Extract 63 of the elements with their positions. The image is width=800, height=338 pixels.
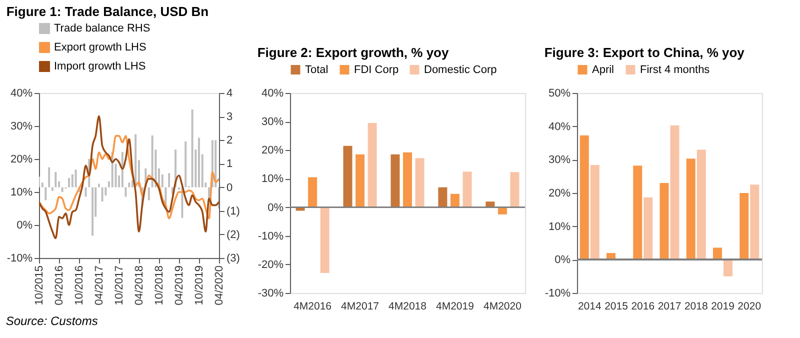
y-tick-label: 40% — [548, 120, 571, 133]
x-tick-label: 2017 — [658, 300, 682, 312]
legend-label: Trade balance RHS — [54, 22, 150, 34]
y-tick-label: 30% — [261, 116, 284, 128]
y-tick-label: -10% — [258, 230, 284, 242]
y-tick-label: 0% — [554, 254, 571, 266]
legend-label: Total — [305, 64, 328, 76]
legend-label: First 4 months — [640, 64, 710, 76]
y-tick-label: 10% — [261, 173, 284, 186]
y-tick-label: 50% — [548, 88, 571, 100]
y-tick-label: 20% — [261, 144, 284, 157]
y-tick-label: 30% — [10, 120, 33, 132]
x-tick-label: 10/2019 — [193, 266, 206, 306]
x-tick-label: 04/2020 — [214, 266, 226, 306]
y2-tick-label: (3) — [226, 252, 240, 264]
x-tick-label: 10/2015 — [34, 266, 46, 306]
x-tick-label: 4M2019 — [436, 300, 474, 312]
x-tick-label: 4M2017 — [341, 300, 380, 312]
chart-title: Figure 2: Export growth, % yoy — [257, 45, 450, 60]
y2-tick-label: 3 — [226, 111, 233, 124]
x-tick-label: 04/2019 — [173, 266, 186, 306]
y-tick-label: 20% — [548, 188, 571, 200]
y-tick-label: 0% — [268, 202, 284, 214]
x-tick-label: 2016 — [631, 300, 655, 312]
x-tick-label: 10/2018 — [154, 266, 166, 306]
x-tick-label: 2015 — [604, 300, 628, 312]
y-tick-label: 40% — [261, 88, 284, 100]
legend-label: Export growth LHS — [54, 42, 146, 54]
x-tick-label: 2014 — [578, 300, 602, 312]
y-tick-label: 20% — [10, 154, 33, 166]
x-tick-label: 2018 — [684, 300, 708, 312]
y-tick-label: -10% — [544, 288, 571, 300]
y2-tick-label: 4 — [226, 88, 233, 100]
x-tick-label: 04/2016 — [54, 266, 66, 306]
y-tick-label: -10% — [6, 252, 33, 264]
y2-tick-label: (2) — [226, 228, 240, 241]
legend-label: Import growth LHS — [54, 60, 146, 72]
y2-tick-label: (1) — [226, 205, 240, 218]
y2-tick-label: 0 — [226, 182, 233, 194]
x-tick-label: 4M2018 — [388, 300, 427, 312]
x-tick-label: 10/2016 — [74, 266, 86, 306]
y-tick-label: 10% — [548, 220, 571, 233]
y2-tick-label: 1 — [226, 158, 233, 170]
legend-label: April — [592, 64, 614, 76]
legend-label: FDI Corp — [354, 64, 399, 76]
chart-title: Figure 1: Trade Balance, USD Bn — [6, 4, 209, 19]
source-note: Source: Customs — [6, 314, 98, 328]
y2-tick-label: 2 — [226, 134, 233, 147]
y-tick-label: -30% — [258, 288, 284, 300]
y-tick-label: -20% — [258, 258, 284, 271]
y-tick-label: 30% — [548, 154, 571, 166]
x-tick-label: 04/2017 — [94, 266, 106, 306]
x-tick-label: 2020 — [738, 300, 762, 312]
x-tick-label: 10/2017 — [114, 266, 126, 306]
x-tick-label: 04/2018 — [133, 266, 146, 306]
x-tick-label: 4M2020 — [483, 300, 522, 312]
y-tick-label: 40% — [10, 88, 33, 100]
y-tick-label: 10% — [10, 186, 33, 198]
x-tick-label: 2019 — [711, 300, 735, 312]
chart-title: Figure 3: Export to China, % yoy — [544, 45, 746, 60]
y-tick-label: 0% — [16, 220, 33, 232]
legend-label: Domestic Corp — [424, 64, 497, 76]
x-tick-label: 4M2016 — [294, 300, 332, 312]
